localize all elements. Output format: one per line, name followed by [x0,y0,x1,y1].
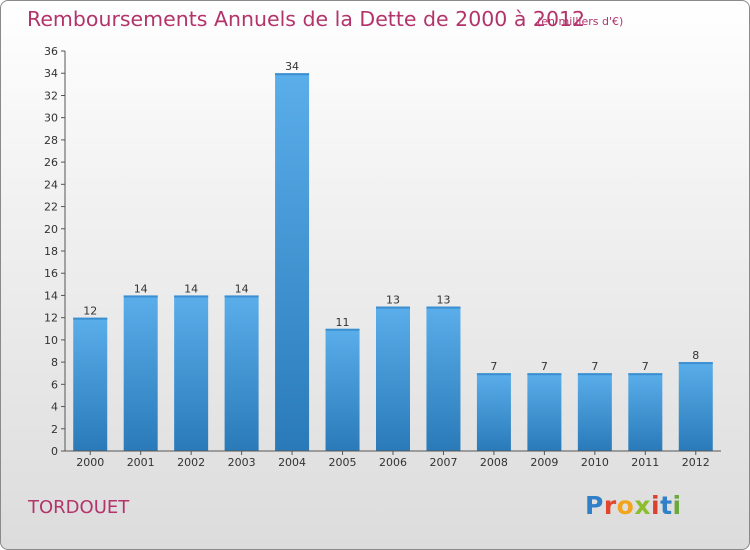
x-tick-label: 2010 [581,456,609,469]
bar-2004[interactable] [275,73,310,451]
y-tick-label: 22 [44,201,58,214]
data-label: 14 [235,282,249,295]
bar-2002[interactable] [174,295,209,451]
y-tick-label: 2 [51,423,58,436]
data-label: 7 [642,360,649,373]
bar-2006[interactable] [376,306,410,451]
x-tick-label: 2012 [682,456,710,469]
commune-name: TORDOUET [28,497,130,518]
bar-2001[interactable] [123,295,158,451]
bar-top-edge [628,373,663,376]
x-tick-label: 2007 [429,456,457,469]
y-tick-label: 16 [44,267,58,280]
bar-top-edge [476,373,511,376]
data-label: 13 [386,294,400,307]
data-label: 14 [134,282,148,295]
y-tick-label: 8 [51,356,58,369]
x-tick-label: 2009 [530,456,558,469]
x-tick-label: 2011 [631,456,659,469]
x-tick-label: 2001 [127,456,155,469]
chart-subtitle: (en milliers d'€) [537,15,624,28]
bar-2003[interactable] [224,295,259,451]
data-label: 12 [83,305,97,318]
y-tick-label: 32 [44,89,58,102]
x-tick-label: 2006 [379,456,407,469]
chart-title: Remboursements Annuels de la Dette de 20… [27,7,586,31]
x-tick-label: 2008 [480,456,508,469]
bar-2000[interactable] [73,317,108,451]
bar-top-edge [678,362,713,365]
bar-top-edge [376,306,410,309]
x-tick-label: 2000 [76,456,104,469]
y-tick-label: 0 [51,445,58,458]
y-tick-label: 30 [44,112,58,125]
data-label: 7 [541,360,548,373]
y-tick-label: 12 [44,312,58,325]
y-tick-label: 10 [44,334,58,347]
y-tick-label: 6 [51,378,58,391]
proxiti-logo[interactable]: Proxiti [585,491,682,520]
bar-top-edge [123,295,158,298]
bars: 12 14 14 14 34 11 13 13 7 7 7 7 8 [73,60,713,451]
bar-top-edge [73,317,108,320]
bar-2010[interactable] [577,373,612,451]
data-label: 13 [436,294,450,307]
y-tick-label: 36 [44,45,58,58]
bar-top-edge [275,73,310,76]
y-tick-label: 14 [44,289,58,302]
y-tick-label: 4 [51,401,58,414]
bar-2008[interactable] [476,373,511,451]
bar-top-edge [174,295,209,298]
bar-2009[interactable] [527,373,562,451]
x-tick-label: 2002 [177,456,205,469]
bar-top-edge [577,373,612,376]
y-tick-label: 34 [44,67,58,80]
y-tick-label: 20 [44,223,58,236]
data-label: 7 [591,360,598,373]
bar-top-edge [224,295,259,298]
bar-2011[interactable] [628,373,663,451]
x-tick-label: 2003 [228,456,256,469]
bar-top-edge [325,328,360,331]
bar-2005[interactable] [325,328,360,451]
bar-2007[interactable] [426,306,461,451]
data-label: 8 [692,349,699,362]
y-tick-label: 18 [44,245,58,258]
y-tick-label: 26 [44,156,58,169]
x-tick-label: 2004 [278,456,306,469]
y-tick-label: 24 [44,178,58,191]
bar-top-edge [426,306,461,309]
x-tick-label: 2005 [329,456,357,469]
x-axis: 2000 2001 2002 2003 2004 2005 2006 2007 2008 2009… [65,450,721,469]
data-label: 7 [490,360,497,373]
y-tick-label: 28 [44,134,58,147]
bar-2012[interactable] [678,362,713,451]
data-label: 11 [336,316,350,329]
data-label: 14 [184,282,198,295]
bar-top-edge [527,373,562,376]
data-label: 34 [285,60,299,73]
